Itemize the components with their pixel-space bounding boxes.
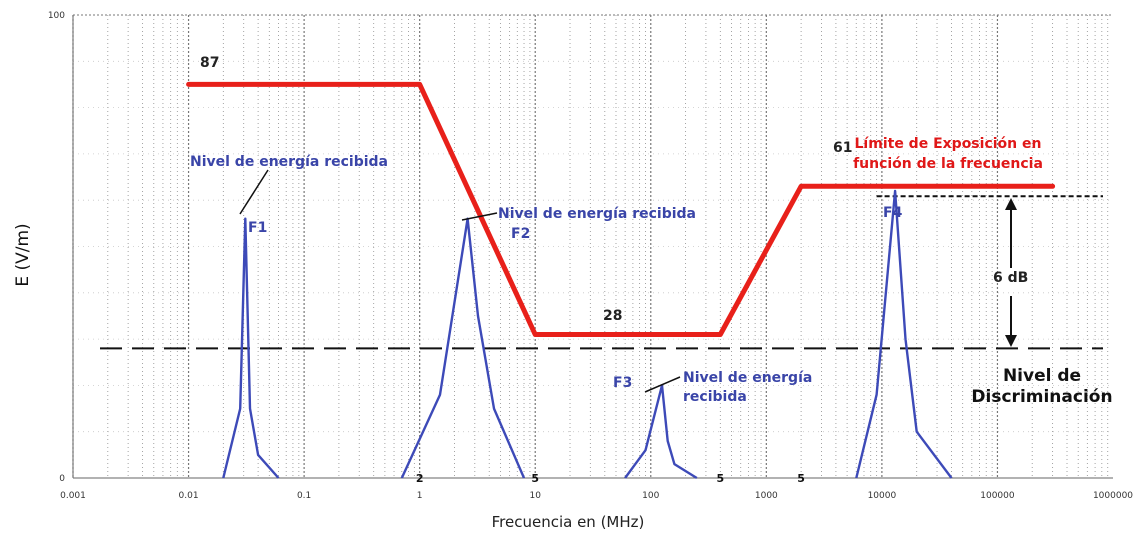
pointer-3	[644, 376, 681, 393]
axis-marker: 5	[797, 472, 805, 485]
pointer-2	[461, 212, 498, 221]
x-ticks: 0.001 0.01 0.1 1 10 100 1000 10000 100000 1000000	[60, 491, 1133, 501]
energy-label-3-line2: recibida	[683, 389, 747, 405]
f3-label: F3	[613, 375, 632, 391]
six-db-arrowhead-down	[1005, 335, 1017, 347]
x-tick-label: 10	[529, 491, 541, 501]
exposure-limit-line	[186, 81, 1056, 337]
x-tick-label: 100000	[980, 491, 1015, 501]
discrimination-label-line2: Discriminación	[971, 387, 1112, 407]
f2-label: F2	[511, 226, 530, 242]
x-tick-label: 0.01	[179, 491, 199, 501]
annotations: 2 5 5 5	[239, 169, 1017, 485]
x-tick-label: 0.1	[297, 491, 311, 501]
discrimination-label-line1: Nivel de	[1003, 366, 1081, 386]
peak-f2	[400, 217, 526, 479]
axis-marker: 5	[531, 472, 539, 485]
limit-label-61: 61	[833, 140, 852, 156]
energy-label-1: Nivel de energía recibida	[190, 154, 388, 170]
limit-legend-line2: función de la frecuencia	[853, 156, 1043, 172]
f1-label: F1	[248, 220, 267, 236]
y-ticks: 0 100	[48, 11, 65, 484]
x-tick-label: 1	[417, 491, 423, 501]
y-tick-label: 100	[48, 11, 65, 21]
energy-label-3-line1: Nivel de energía	[683, 370, 812, 386]
y-tick-label: 0	[59, 474, 65, 484]
y-axis-label: E (V/m)	[13, 223, 33, 286]
six-db-label: 6 dB	[993, 270, 1028, 286]
peak-f1	[222, 217, 280, 479]
axis-marker: 2	[416, 472, 424, 485]
x-tick-label: 1000000	[1093, 491, 1133, 501]
series	[100, 81, 1103, 480]
f4-label: F4	[883, 205, 903, 221]
limit-label-87: 87	[200, 55, 219, 71]
six-db-arrowhead-up	[1005, 198, 1017, 210]
x-tick-label: 10000	[868, 491, 897, 501]
x-tick-label: 1000	[755, 491, 778, 501]
energy-label-2: Nivel de energía recibida	[498, 206, 696, 222]
peak-f4	[855, 189, 953, 479]
axis-marker: 5	[717, 472, 725, 485]
grid	[72, 14, 1113, 478]
pointer-1	[239, 169, 269, 215]
limit-label-28: 28	[603, 308, 622, 324]
x-tick-label: 100	[642, 491, 659, 501]
peak-f3	[624, 384, 698, 480]
x-tick-label: 0.001	[60, 491, 86, 501]
x-axis-label: Frecuencia en (MHz)	[492, 513, 645, 531]
limit-legend-line1: Límite de Exposición en	[855, 136, 1042, 152]
